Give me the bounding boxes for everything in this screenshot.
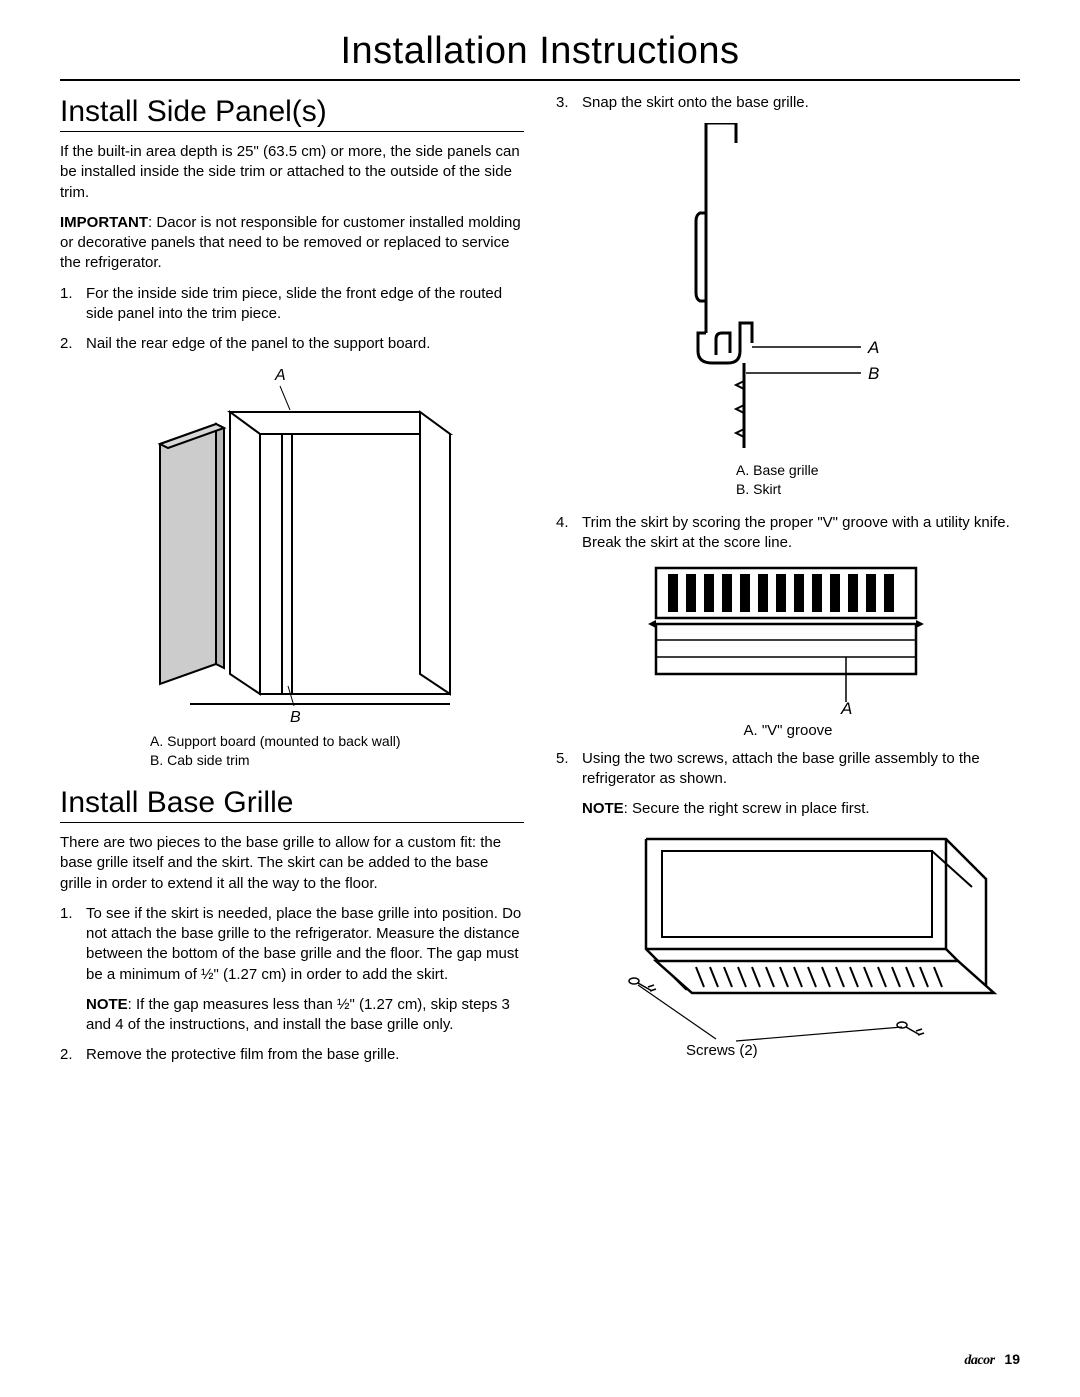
base-grille-step-3-list: Snap the skirt onto the base grille. [556,93,1020,113]
figure-v-groove: A [646,564,1020,714]
side-panels-important: IMPORTANT: Dacor is not responsible for … [60,213,524,274]
fig1-key-a: A. Support board (mounted to back wall) [150,732,524,751]
base-grille-note: NOTE: If the gap measures less than ½" (… [60,995,524,1036]
svg-text:A: A [867,338,879,357]
figure-skirt-profile-key: A. Base grille B. Skirt [736,461,1020,499]
base-grille-intro: There are two pieces to the base grille … [60,833,524,894]
svg-text:Screws (2): Screws (2) [686,1042,758,1059]
figure-skirt-profile: A B [656,123,1020,453]
note-secure-screw: NOTE: Secure the right screw in place fi… [556,799,1020,819]
base-grille-step-3: Snap the skirt onto the base grille. [556,93,1020,113]
base-grille-steps-2: Remove the protective film from the base… [60,1045,524,1065]
side-panels-step-1: For the inside side trim piece, slide th… [60,284,524,325]
page-title: Installation Instructions [60,30,1020,81]
svg-text:B: B [290,709,301,724]
fig2-key-b: B. Skirt [736,480,1020,499]
svg-text:A: A [840,699,852,714]
note2-text: : Secure the right screw in place first. [624,800,870,817]
svg-text:B: B [868,364,879,383]
page-footer: dacor 19 [964,1351,1020,1369]
side-panels-step-2: Nail the rear edge of the panel to the s… [60,334,524,354]
right-column: Snap the skirt onto the base grille. [556,93,1020,1076]
note-label: NOTE [86,996,128,1013]
figure-attach-grille: Screws (2) [586,829,1020,1059]
side-panels-steps: For the inside side trim piece, slide th… [60,284,524,355]
brand-logo: dacor [964,1353,994,1368]
note-text: : If the gap measures less than ½" (1.27… [86,996,510,1033]
fig2-key-a: A. Base grille [736,461,1020,480]
fig1-key-b: B. Cab side trim [150,751,524,770]
figure-v-groove-caption: A. "V" groove [556,722,1020,739]
svg-text:A: A [274,367,286,384]
base-grille-step-4-list: Trim the skirt by scoring the proper "V"… [556,513,1020,554]
base-grille-step-2: Remove the protective film from the base… [60,1045,524,1065]
note2-label: NOTE [582,800,624,817]
base-grille-step-5: Using the two screws, attach the base gr… [556,749,1020,790]
page-number: 19 [1004,1351,1020,1367]
side-panels-intro: If the built-in area depth is 25" (63.5 … [60,142,524,203]
section-install-base-grille-title: Install Base Grille [60,786,524,823]
base-grille-step-1: To see if the skirt is needed, place the… [60,904,524,985]
base-grille-step-5-list: Using the two screws, attach the base gr… [556,749,1020,790]
figure-side-panel: A B [120,364,524,724]
section-install-side-panels-title: Install Side Panel(s) [60,95,524,132]
important-label: IMPORTANT [60,214,148,231]
left-column: Install Side Panel(s) If the built-in ar… [60,93,524,1076]
base-grille-steps-1: To see if the skirt is needed, place the… [60,904,524,985]
base-grille-step-4: Trim the skirt by scoring the proper "V"… [556,513,1020,554]
figure-side-panel-key: A. Support board (mounted to back wall) … [150,732,524,770]
